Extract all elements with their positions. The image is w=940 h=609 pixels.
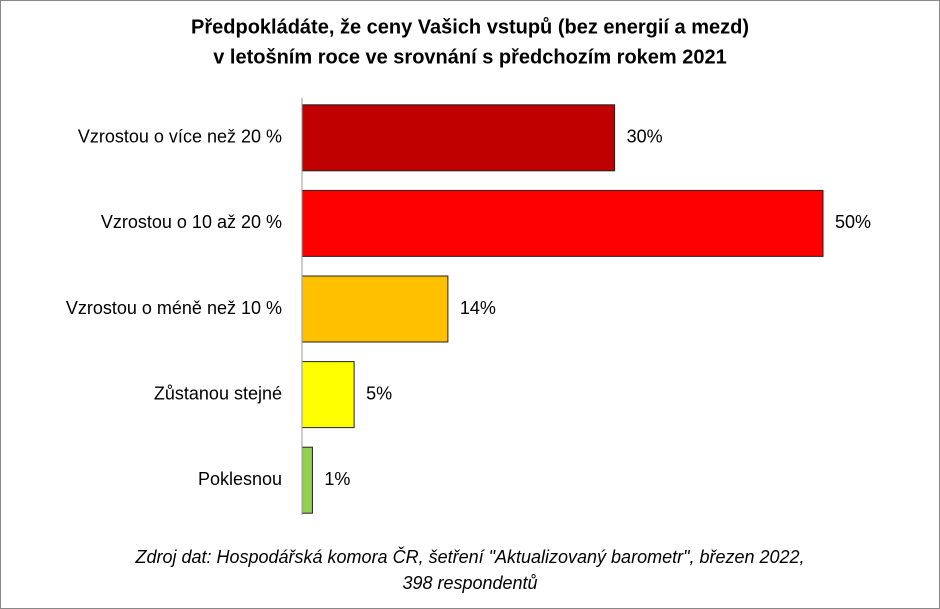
value-label: 14% — [460, 298, 496, 318]
bar — [301, 361, 355, 429]
chart-title: Předpokládáte, že ceny Vašich vstupů (be… — [191, 16, 749, 38]
bar — [301, 104, 616, 172]
value-label: 1% — [324, 469, 350, 489]
chart-title: v letošním roce ve srovnání s předchozím… — [213, 46, 727, 68]
y-tick-label: Vzrostou o méně než 10 % — [66, 298, 282, 318]
y-tick-label: Vzrostou o více než 20 % — [78, 127, 282, 147]
bar — [301, 446, 313, 514]
value-label: 5% — [366, 383, 392, 403]
bar — [301, 189, 824, 257]
y-tick-label: Vzrostou o 10 až 20 % — [101, 212, 282, 232]
source-note: Zdroj dat: Hospodářská komora ČR, šetřen… — [134, 546, 804, 567]
value-label: 30% — [627, 127, 663, 147]
source-note: 398 respondentů — [402, 573, 537, 593]
value-label: 50% — [835, 212, 871, 232]
bar — [301, 275, 449, 343]
y-tick-label: Poklesnou — [198, 469, 282, 489]
y-tick-label: Zůstanou stejné — [154, 383, 282, 403]
